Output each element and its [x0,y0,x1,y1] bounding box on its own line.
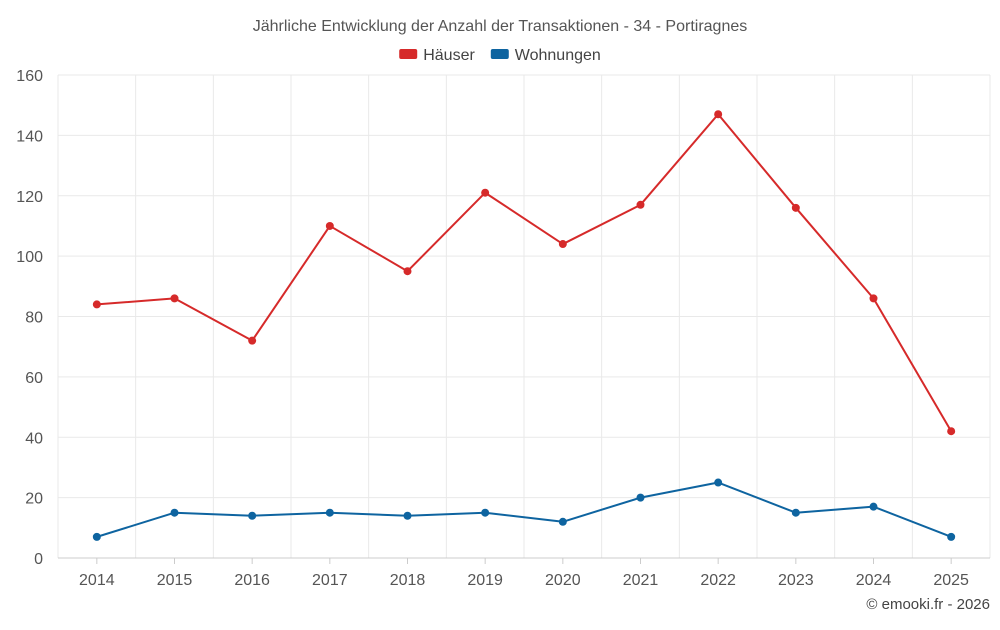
legend-label: Häuser [423,47,475,64]
data-point-series-2[interactable] [481,508,490,517]
y-tick-label: 140 [16,128,43,145]
data-point-series-2[interactable] [636,493,645,502]
axes: 0 20 40 60 80 100 120 140 160 2014 2015 2016 2017 201… [16,68,990,589]
credit-text: © emooki.fr - 2026 [866,596,990,613]
x-tick-label: 2014 [79,572,115,589]
data-point-series-1[interactable] [558,240,567,249]
data-point-series-2[interactable] [558,517,567,526]
legend-swatch [490,49,509,59]
y-tick-label: 160 [16,68,43,85]
data-point-series-1[interactable] [92,300,101,309]
data-point-series-2[interactable] [403,511,412,520]
data-point-series-1[interactable] [947,427,956,436]
x-tick-label: 2019 [467,572,503,589]
legend-label: Wohnungen [515,47,601,64]
y-tick-label: 60 [25,370,43,387]
data-point-series-2[interactable] [791,508,800,517]
series-line-2 [96,481,952,538]
data-point-series-1[interactable] [714,110,723,119]
x-tick-label: 2021 [623,572,659,589]
legend-item-1[interactable]: Häuser [399,47,475,64]
y-tick-label: 40 [25,430,43,447]
legend-swatch [399,49,418,59]
data-point-series-2[interactable] [170,508,179,517]
legend: Häuser Wohnungen [399,47,601,64]
chart-title: Jährliche Entwicklung der Anzahl der Tra… [253,18,747,35]
data-point-series-1[interactable] [325,221,334,230]
x-tick-label: 2023 [778,572,814,589]
data-point-series-1[interactable] [481,188,490,197]
legend-item-2[interactable]: Wohnungen [490,47,601,64]
x-tick-label: 2024 [856,572,892,589]
data-point-series-1[interactable] [791,203,800,212]
grid [57,74,991,558]
data-point-series-1[interactable] [403,267,412,276]
x-tick-label: 2016 [234,572,270,589]
y-tick-label: 0 [34,551,43,568]
y-tick-label: 120 [16,189,43,206]
data-point-series-1[interactable] [170,294,179,303]
x-tick-label: 2015 [157,572,193,589]
data-point-series-2[interactable] [714,478,723,487]
series-line-1 [96,113,953,432]
x-tick-label: 2018 [390,572,426,589]
x-tick-label: 2020 [545,572,581,589]
x-tick-label: 2017 [312,572,348,589]
y-tick-label: 20 [25,491,43,508]
data-point-series-2[interactable] [248,511,257,520]
data-point-series-2[interactable] [325,508,334,517]
data-point-series-1[interactable] [248,336,257,345]
data-point-series-1[interactable] [636,200,645,209]
data-point-series-2[interactable] [947,532,956,541]
data-point-series-1[interactable] [869,294,878,303]
data-point-series-2[interactable] [92,532,101,541]
x-tick-label: 2025 [933,572,969,589]
y-tick-label: 100 [16,249,43,266]
series-layer [92,110,956,541]
data-point-series-2[interactable] [869,502,878,511]
y-tick-label: 80 [25,310,43,327]
x-tick-label: 2022 [700,572,736,589]
